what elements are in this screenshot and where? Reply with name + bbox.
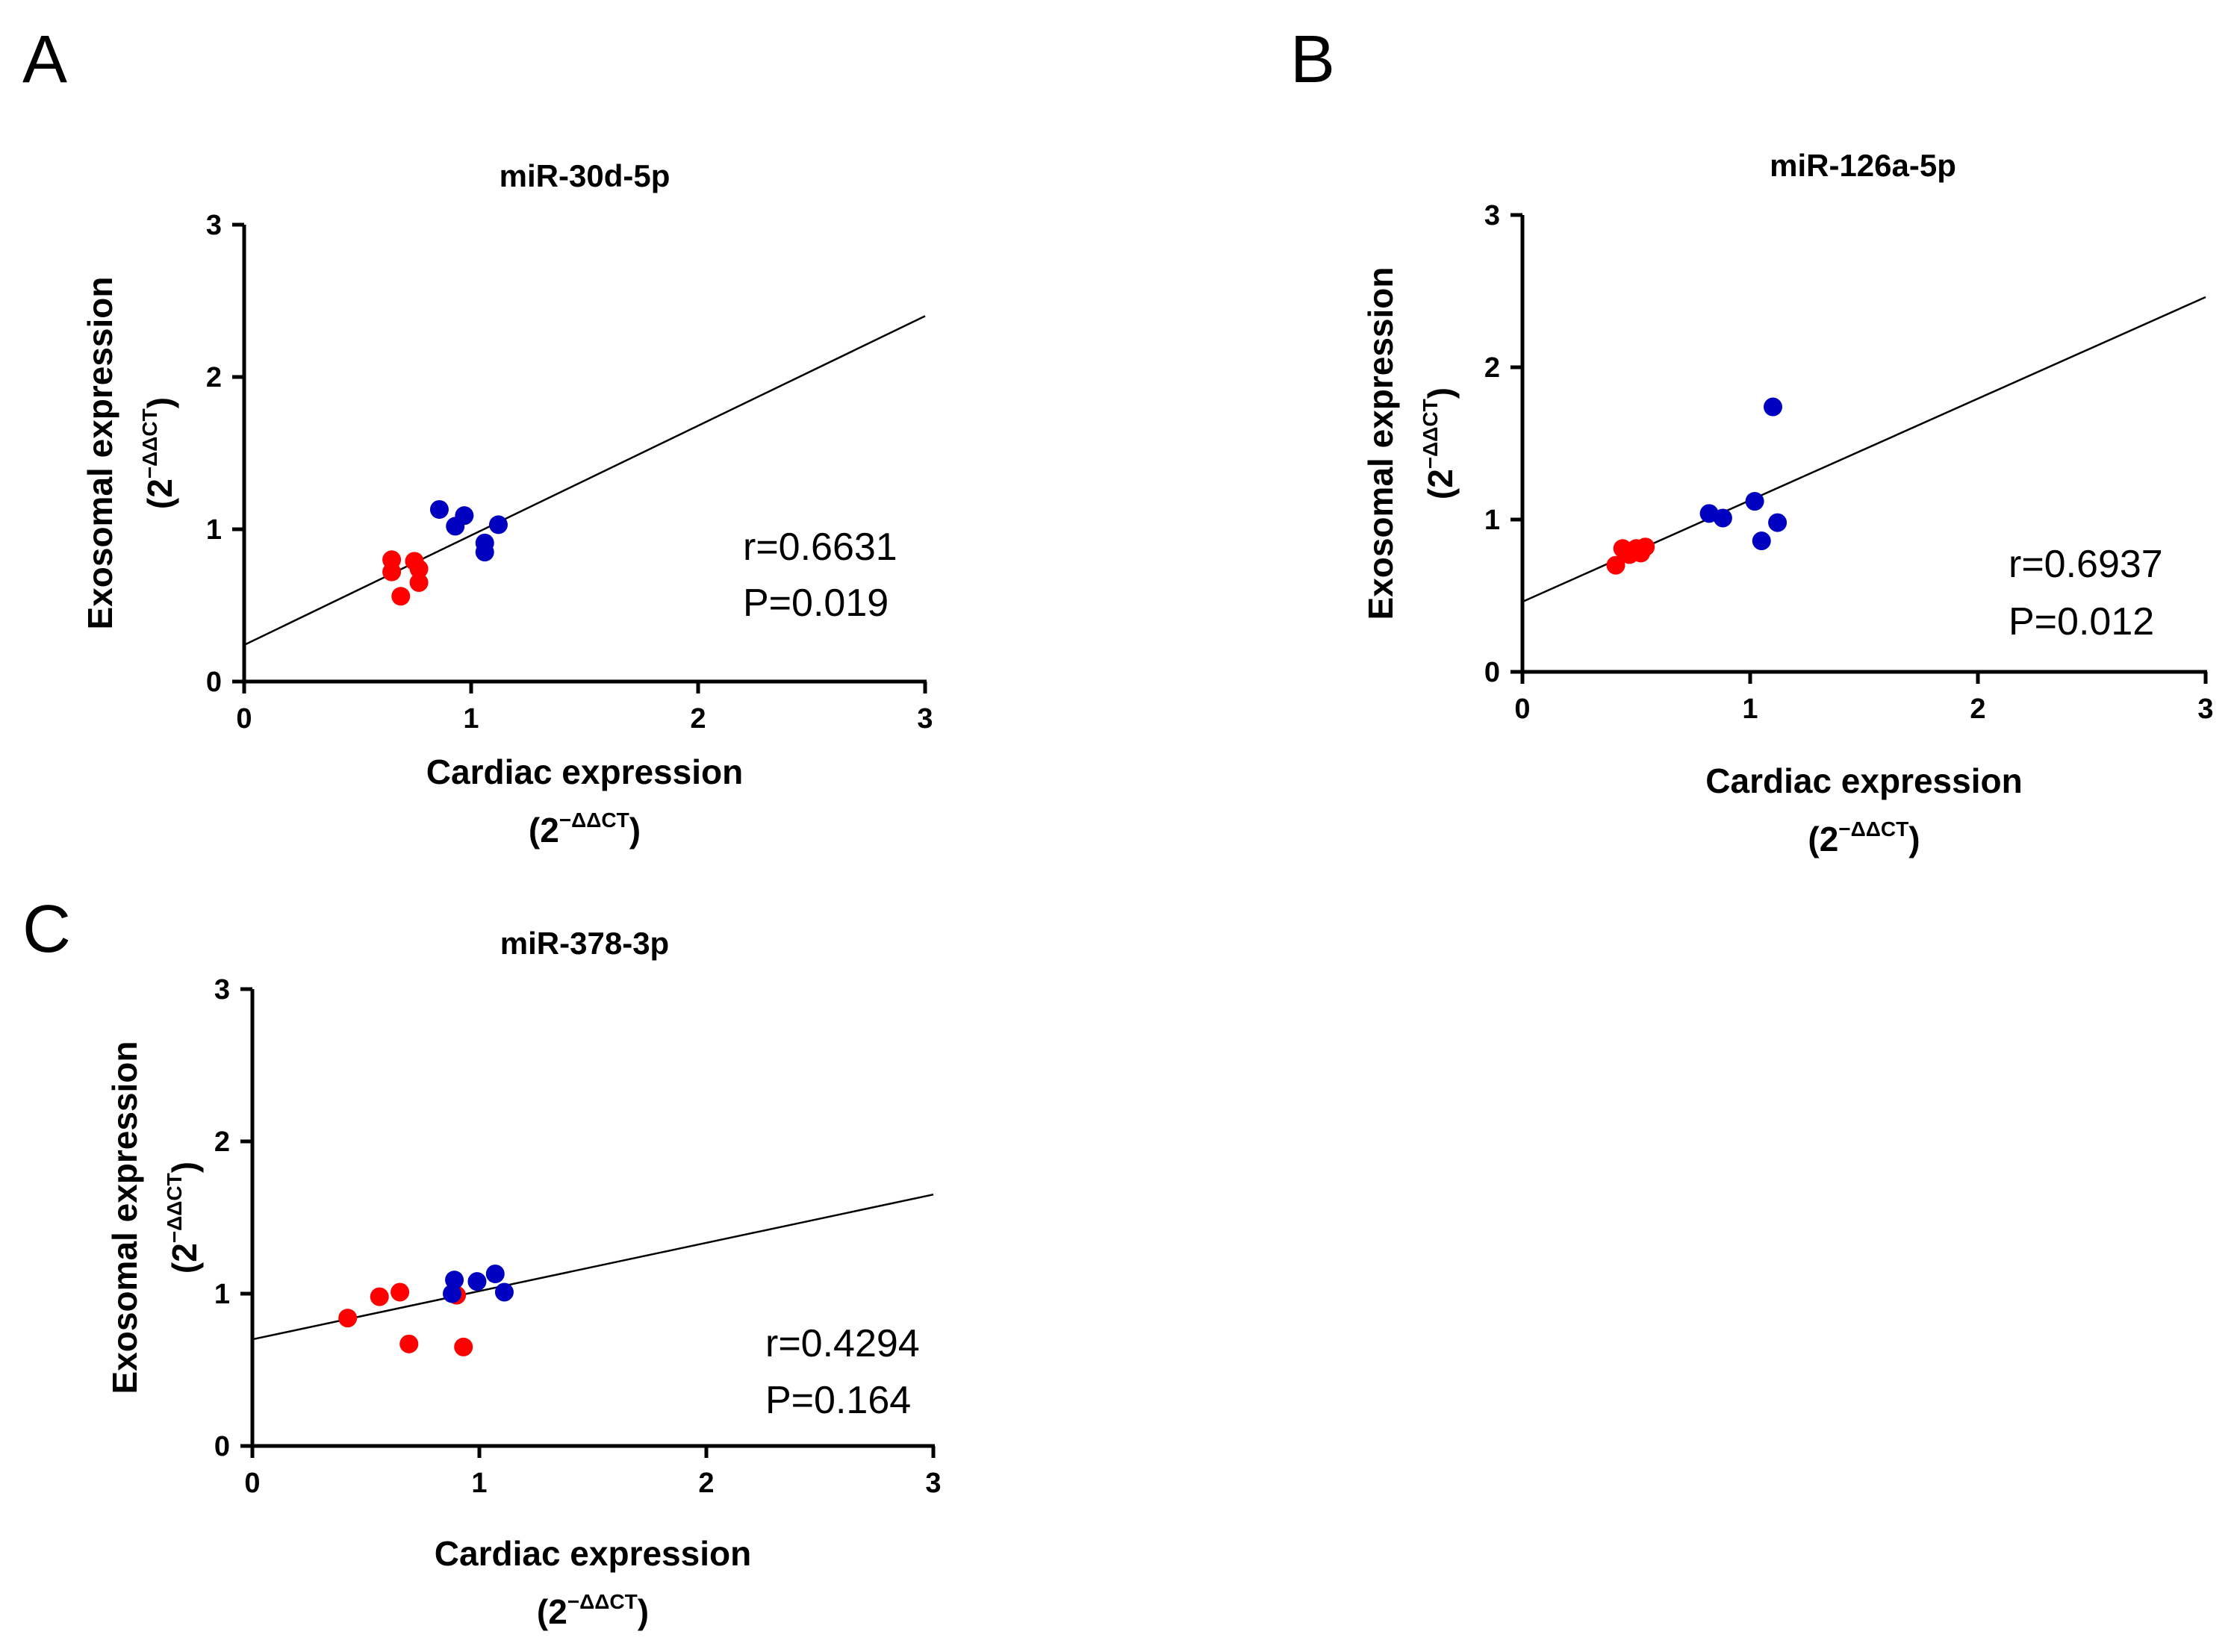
x-tick-label: 1 (463, 703, 479, 735)
chart-title: miR-378-3p (500, 926, 669, 961)
data-point-red (409, 559, 429, 579)
panel-letter: C (22, 892, 71, 967)
data-point-blue (1768, 513, 1787, 532)
stat-p: P=0.019 (743, 582, 889, 625)
y-axis-unit-exponent: −ΔΔCT (138, 408, 161, 479)
y-axis-unit-close: ) (165, 1162, 204, 1173)
chart-title: miR-30d-5p (500, 158, 670, 193)
data-point-blue (1713, 508, 1732, 528)
y-axis-unit: (2−ΔΔCT) (138, 397, 179, 509)
x-axis-unit-close: ) (638, 1592, 649, 1631)
y-axis-unit-close: ) (1421, 387, 1460, 399)
stat-r: r=0.6937 (2009, 543, 2163, 586)
y-tick-label: 0 (1484, 657, 1500, 688)
y-tick-label: 3 (214, 974, 230, 1006)
x-tick-label: 3 (925, 1468, 941, 1499)
x-tick-label: 3 (917, 703, 933, 735)
x-tick-label: 0 (244, 1468, 260, 1499)
regression-line (252, 1193, 934, 1341)
y-tick-label: 3 (1484, 200, 1500, 231)
regression-line (243, 315, 926, 646)
y-axis-label: Exosomal expression (105, 1041, 144, 1394)
x-axis-label: Cardiac expression (435, 1534, 751, 1573)
x-tick-label: 3 (2197, 693, 2213, 725)
y-axis-unit-base: (2 (1421, 469, 1460, 499)
x-tick-label: 1 (1742, 693, 1758, 725)
stat-p: P=0.012 (2009, 600, 2154, 643)
x-axis-unit: (2−ΔΔCT) (537, 1590, 649, 1631)
y-axis-unit-base: (2 (165, 1243, 204, 1274)
x-axis-unit-exponent: −ΔΔCT (1838, 817, 1908, 841)
x-tick-label: 0 (236, 703, 252, 735)
data-point-blue (494, 1282, 514, 1302)
data-point-blue (467, 1272, 487, 1291)
y-tick-label: 1 (1484, 505, 1500, 536)
x-axis-unit: (2−ΔΔCT) (1808, 817, 1920, 858)
x-tick-label: 1 (471, 1468, 487, 1499)
y-axis-unit: (2−ΔΔCT) (163, 1162, 204, 1274)
y-axis-unit-exponent: −ΔΔCT (163, 1173, 186, 1243)
y-tick-label: 2 (1484, 352, 1500, 384)
data-point-red (454, 1337, 473, 1356)
y-tick-label: 0 (214, 1431, 230, 1462)
x-tick-label: 2 (1970, 693, 1985, 725)
data-point-blue (445, 1271, 464, 1290)
panel-letter: A (22, 22, 67, 97)
y-tick-label: 3 (206, 210, 222, 241)
y-axis-unit-base: (2 (140, 479, 179, 509)
chart-title: miR-126a-5p (1770, 148, 1956, 183)
data-point-blue (443, 1284, 462, 1303)
data-point-red (409, 573, 429, 592)
data-point-red (1606, 555, 1625, 575)
x-axis-unit-base: (2 (537, 1592, 567, 1631)
y-axis-unit-close: ) (140, 397, 179, 408)
data-point-blue (455, 506, 474, 526)
x-tick-label: 2 (690, 703, 706, 735)
x-axis-unit-close: ) (1908, 820, 1920, 858)
y-tick-label: 0 (206, 667, 222, 698)
data-point-red (391, 587, 411, 606)
y-tick-label: 1 (206, 514, 222, 546)
data-point-blue (1764, 397, 1782, 417)
stat-r: r=0.6631 (743, 526, 897, 569)
data-point-red (1636, 537, 1655, 557)
y-tick-label: 2 (214, 1126, 230, 1158)
x-tick-label: 2 (698, 1468, 714, 1499)
x-axis-label: Cardiac expression (426, 752, 743, 791)
data-point-red (338, 1309, 358, 1328)
data-point-blue (429, 499, 449, 519)
y-axis-unit-exponent: −ΔΔCT (1419, 399, 1442, 469)
x-axis-unit-exponent: −ΔΔCT (567, 1590, 638, 1613)
data-point-blue (485, 1264, 505, 1283)
x-axis-unit: (2−ΔΔCT) (529, 808, 641, 850)
data-point-red (399, 1334, 419, 1353)
data-point-red (391, 1282, 410, 1302)
stat-p: P=0.164 (765, 1379, 911, 1422)
data-point-red (382, 562, 402, 582)
data-point-blue (1745, 492, 1764, 511)
x-axis-label: Cardiac expression (1705, 761, 2022, 800)
y-axis-label: Exosomal expression (81, 277, 119, 630)
y-tick-label: 2 (206, 362, 222, 393)
data-point-blue (1752, 532, 1771, 551)
x-axis-unit-close: ) (629, 811, 641, 850)
y-axis-unit: (2−ΔΔCT) (1419, 387, 1460, 499)
y-axis-label: Exosomal expression (1361, 267, 1400, 620)
x-axis-unit-base: (2 (1808, 820, 1838, 858)
x-axis-unit-exponent: −ΔΔCT (559, 808, 629, 832)
data-point-blue (475, 533, 494, 552)
panel-letter: B (1290, 22, 1335, 97)
data-point-red (370, 1287, 389, 1306)
data-point-blue (488, 515, 508, 534)
x-axis-unit-base: (2 (529, 811, 559, 850)
stat-r: r=0.4294 (765, 1322, 920, 1365)
x-tick-label: 0 (1514, 693, 1530, 725)
y-tick-label: 1 (214, 1279, 230, 1310)
